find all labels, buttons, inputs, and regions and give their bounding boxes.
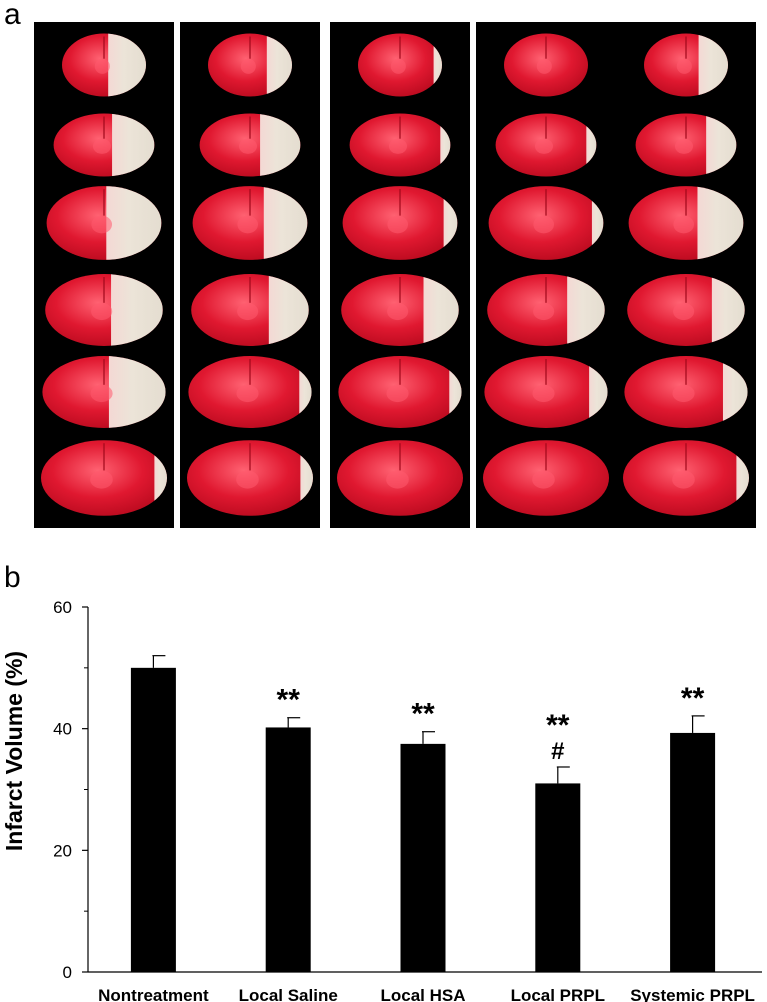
y-tick-label: 0 — [63, 963, 72, 982]
panel-b-label: b — [4, 561, 21, 594]
brain-slice — [342, 186, 458, 260]
brain-slice — [635, 113, 737, 177]
brain-slice — [199, 113, 301, 177]
brain-slice — [504, 33, 588, 97]
y-tick-label: 20 — [53, 841, 72, 860]
brain-slice-photo-grid — [34, 22, 756, 528]
bar-series: ** ** **#** — [130, 655, 716, 972]
panel-a-label: a — [4, 0, 21, 31]
brain-slice — [188, 356, 312, 428]
photo-column — [34, 22, 174, 528]
brain-slice — [45, 274, 163, 346]
brain-slice — [337, 440, 463, 516]
bar-group: ** — [400, 698, 446, 972]
brain-slice — [208, 33, 292, 97]
y-axis: 0 20 40 60 — [53, 598, 762, 982]
significance-marker: ** — [277, 684, 301, 717]
brain-slice — [46, 186, 162, 260]
brain-slice — [495, 113, 597, 177]
y-axis-label: Infarct Volume (%) — [1, 651, 27, 851]
brain-slice — [187, 440, 313, 516]
photo-column — [476, 22, 616, 528]
brain-slice — [358, 33, 442, 97]
bar — [670, 732, 716, 972]
x-tick-label: Local PRPL — [511, 986, 605, 1002]
brain-slice — [627, 274, 745, 346]
brain-slice — [338, 356, 462, 428]
significance-marker: ** — [681, 682, 705, 715]
bar — [130, 667, 176, 972]
brain-slice — [624, 356, 748, 428]
photo-column — [180, 22, 320, 528]
bar — [535, 783, 581, 972]
brain-slice — [191, 274, 309, 346]
brain-slice — [644, 33, 728, 97]
bar-group — [130, 655, 176, 972]
x-tick-label: Local HSA — [380, 986, 465, 1002]
brain-slice — [62, 33, 146, 97]
x-tick-labels: Nontreatment Local Saline Local HSA Local P… — [98, 986, 755, 1002]
brain-slice — [192, 186, 308, 260]
brain-slice — [623, 440, 749, 516]
y-tick-label: 60 — [53, 598, 72, 617]
brain-slice — [41, 440, 167, 516]
bar — [265, 727, 311, 972]
brain-slice — [488, 186, 604, 260]
y-tick-label: 40 — [53, 720, 72, 739]
significance-marker: ** — [546, 709, 570, 742]
bar — [400, 743, 446, 972]
photo-column — [330, 22, 470, 528]
brain-slice — [484, 356, 608, 428]
bar-group: ** — [670, 682, 716, 972]
x-tick-label: Nontreatment — [98, 986, 209, 1002]
brain-slice — [53, 113, 155, 177]
significance-marker: ** — [411, 698, 435, 731]
bar-group: **# — [535, 709, 581, 972]
brain-slice — [483, 440, 609, 516]
brain-slice — [42, 356, 166, 428]
brain-slice — [341, 274, 459, 346]
photo-column — [616, 22, 756, 528]
brain-slice — [487, 274, 605, 346]
brain-slice — [628, 186, 744, 260]
brain-slice — [349, 113, 451, 177]
x-tick-label: Systemic PRPL — [630, 986, 755, 1002]
x-tick-label: Local Saline — [239, 986, 338, 1002]
significance-marker: # — [551, 738, 564, 765]
bar-group: ** — [265, 684, 311, 972]
